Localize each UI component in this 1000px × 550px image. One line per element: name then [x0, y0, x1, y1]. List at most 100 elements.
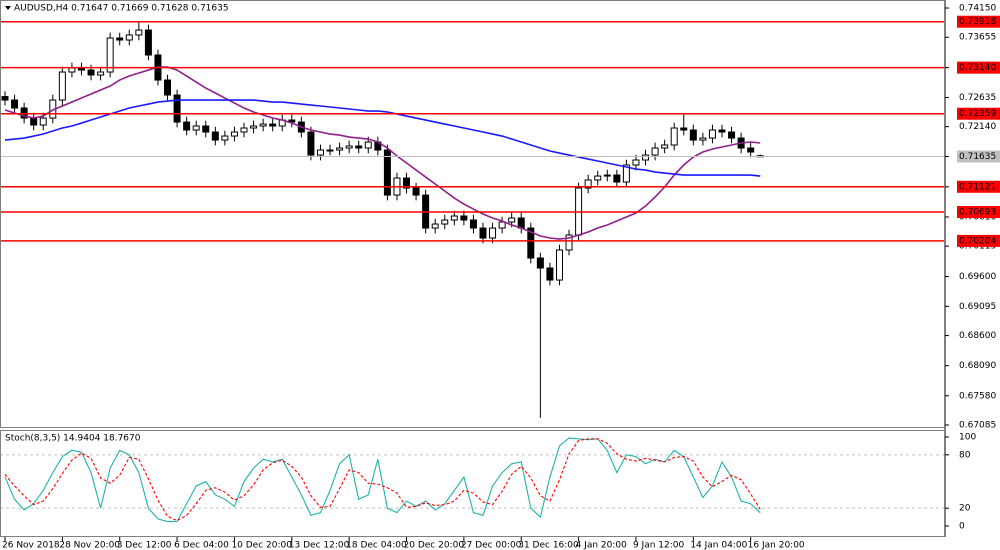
candle-body: [498, 221, 506, 229]
candle-body: [192, 125, 200, 131]
candle-body: [1, 96, 9, 101]
candle-body: [546, 267, 554, 281]
price-level-label: 0.70693: [959, 208, 996, 218]
candle-body: [489, 227, 497, 239]
candle-body: [211, 131, 219, 141]
x-tick-label: 14 Jan 04:00: [690, 541, 747, 550]
candle-body: [594, 175, 602, 181]
y-tick-label: 0.68600: [959, 331, 996, 341]
x-tick-label: 18 Dec 04:00: [346, 541, 407, 550]
candle-body: [97, 71, 105, 76]
chart-header: AUDUSD,H4 0.71647 0.71669 0.71628 0.7163…: [14, 4, 229, 14]
price-level-box: [957, 61, 1000, 74]
candle-body: [135, 29, 143, 36]
candle-body: [336, 147, 344, 151]
y-tick-label: 0.69600: [959, 272, 996, 282]
x-tick-label: 16 Jan 20:00: [748, 541, 805, 550]
candle-body: [670, 127, 678, 146]
candle-body: [125, 34, 133, 41]
candle-body: [173, 94, 181, 123]
header-bg: [3, 2, 213, 15]
candle-body: [680, 127, 688, 131]
candle-body: [221, 135, 229, 141]
candle-body: [718, 129, 726, 133]
price-level-label: 0.73918: [959, 17, 996, 27]
y-tick-label: 0.67580: [959, 391, 996, 401]
x-tick-label: 27 Dec 00:00: [461, 541, 522, 550]
y-tick-label: 0.73655: [959, 33, 996, 43]
candle-body: [460, 215, 468, 221]
x-tick-label: 6 Dec 04:00: [174, 541, 229, 550]
candle-body: [613, 174, 621, 183]
candle-body: [689, 129, 697, 141]
candle-body: [508, 217, 516, 223]
last-price-label: 0.71635: [959, 152, 996, 162]
y-tick-label: 0.74150: [959, 4, 996, 14]
indicator-line: [4, 438, 761, 522]
candle-body: [584, 179, 592, 189]
price-level-label: 0.71121: [959, 182, 996, 192]
candle-body: [450, 215, 458, 221]
y-tick-label: 20: [959, 504, 971, 514]
moving-average: [4, 99, 761, 177]
y-tick-label: 0.69095: [959, 302, 996, 312]
candle-body: [230, 131, 238, 137]
price-level-box: [957, 107, 1000, 120]
price-level-label: 0.73140: [959, 63, 996, 73]
candle-body: [326, 149, 334, 152]
candle-body: [68, 67, 76, 73]
y-tick-label: 100: [959, 433, 976, 443]
moving-average: [4, 66, 761, 240]
candle-body: [58, 71, 66, 101]
y-tick-label: 0.68090: [959, 361, 996, 371]
candle-body: [11, 99, 19, 109]
candle-body: [555, 249, 563, 281]
candle-body: [479, 227, 487, 239]
y-tick-label: 0.72140: [959, 122, 996, 132]
candle-body: [527, 227, 535, 259]
candle-body: [642, 154, 650, 161]
candle-body: [517, 217, 525, 229]
candle-body: [39, 117, 47, 126]
candle-body: [622, 164, 630, 183]
candle-body: [632, 159, 640, 166]
y-tick-label: 0.67085: [959, 420, 996, 430]
price-level-box: [957, 180, 1000, 193]
last-price-box: [957, 150, 1000, 163]
candle-body: [412, 187, 420, 196]
price-level-box: [957, 15, 1000, 28]
candle-body: [316, 149, 324, 156]
price-level-box: [957, 206, 1000, 219]
y-tick-label: 0: [959, 521, 965, 531]
candle-body: [441, 219, 449, 225]
candle-body: [747, 147, 755, 153]
candle-body: [355, 145, 363, 149]
candle-body: [469, 219, 477, 229]
candle-body: [661, 144, 669, 149]
candle-body: [699, 137, 707, 141]
candle-body: [307, 131, 315, 156]
x-tick-label: 3 Dec 12:00: [117, 541, 172, 550]
candle-body: [364, 141, 372, 149]
x-tick-label: 26 Nov 2018: [2, 541, 60, 550]
stoch-frame: [0, 430, 945, 537]
candle-body: [240, 127, 248, 133]
candle-body: [144, 29, 152, 56]
candle-body: [183, 121, 191, 131]
candle-body: [728, 131, 736, 139]
x-tick-label: 10 Dec 20:00: [231, 541, 292, 550]
candle-body: [106, 37, 114, 73]
stoch-header: Stoch(8,3,5) 14.9404 18.7670: [5, 434, 141, 444]
candle-body: [431, 223, 439, 229]
candle-body: [250, 125, 258, 129]
x-tick-label: 4 Jan 20:00: [576, 541, 628, 550]
price-level-label: 0.72359: [959, 109, 996, 119]
main-frame: [0, 0, 945, 428]
price-level-label: 0.70204: [959, 236, 996, 246]
dropdown-icon[interactable]: [5, 6, 11, 10]
candle-body: [116, 37, 124, 41]
price-level-box: [957, 234, 1000, 247]
